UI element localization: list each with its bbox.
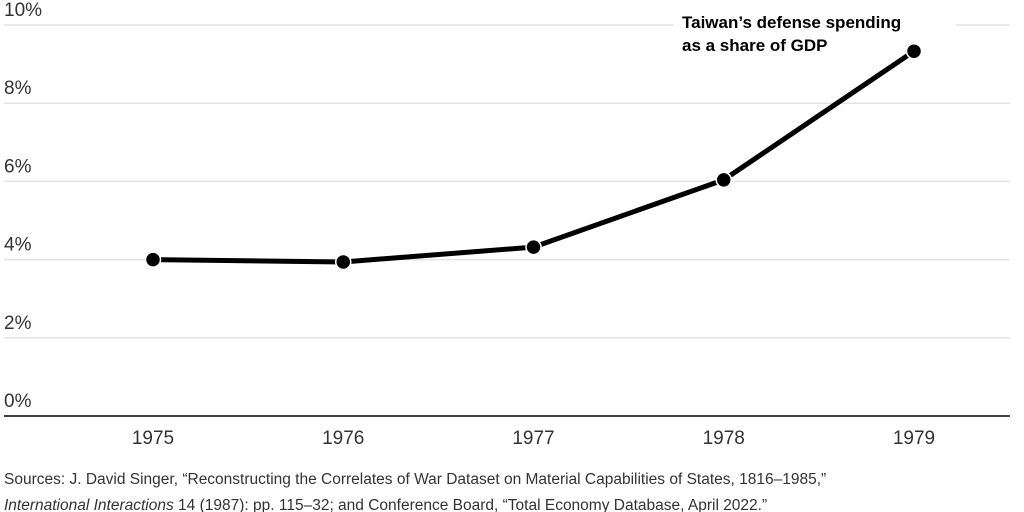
y-tick-label: 0%	[4, 391, 32, 412]
source-line-1: Sources: J. David Singer, “Reconstructin…	[4, 471, 826, 488]
x-tick-label: 1975	[132, 428, 174, 449]
annotation-background	[674, 12, 956, 30]
y-axis-tick-labels: 0% 2% 4% 6% 8% 10%	[4, 0, 42, 412]
data-point-1975	[144, 251, 162, 268]
x-tick-label: 1976	[322, 428, 364, 449]
data-points	[144, 42, 923, 271]
source-journal: International Interactions	[4, 497, 174, 512]
y-tick-label: 8%	[4, 78, 32, 99]
x-axis-tick-labels: 1975 1976 1977 1978 1979	[132, 428, 935, 449]
data-point-1978	[715, 171, 732, 189]
x-tick-label: 1978	[703, 428, 745, 449]
series-annotation: Taiwan’s defense spending as a share of …	[682, 13, 906, 55]
y-tick-label: 4%	[4, 235, 32, 256]
y-tick-label: 10%	[4, 0, 42, 21]
source-note: Sources: J. David Singer, “Reconstructin…	[4, 471, 831, 512]
y-tick-label: 6%	[4, 156, 32, 177]
annotation-line-2: as a share of GDP	[682, 36, 828, 55]
series-line	[152, 49, 916, 265]
gridlines	[4, 24, 1010, 339]
data-point-1976	[335, 253, 352, 271]
data-point-1977	[525, 238, 542, 256]
data-point-1979	[905, 42, 923, 60]
x-tick-label: 1979	[893, 428, 935, 449]
source-line-2: 14 (1987): pp. 115–32; and Conference Bo…	[174, 497, 767, 512]
x-tick-label: 1977	[512, 428, 554, 449]
y-tick-label: 2%	[4, 313, 32, 334]
annotation-line-1: Taiwan’s defense spending	[682, 13, 901, 32]
